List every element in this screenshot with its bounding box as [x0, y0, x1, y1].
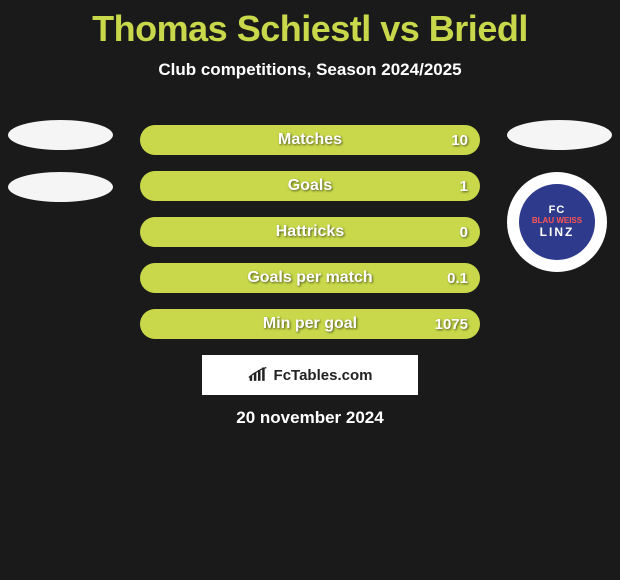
stat-value-right: 1075 — [435, 309, 468, 339]
stat-value-right: 0 — [460, 217, 468, 247]
stat-row: Min per goal1075 — [140, 309, 480, 339]
left-player-photo-placeholder — [8, 120, 113, 150]
stats-container: Matches10Goals1Hattricks0Goals per match… — [140, 125, 480, 355]
date-text: 20 november 2024 — [0, 408, 620, 428]
bar-chart-icon — [248, 367, 268, 383]
stat-label: Hattricks — [140, 217, 480, 247]
stat-row: Goals1 — [140, 171, 480, 201]
stat-value-right: 10 — [451, 125, 468, 155]
club-badge-linz: LINZ — [540, 226, 575, 239]
stat-label: Goals — [140, 171, 480, 201]
watermark: FcTables.com — [202, 355, 418, 395]
club-badge-blau-weiss-linz: FC BLAU WEISS LINZ — [519, 184, 595, 260]
club-badge-bw: BLAU WEISS — [532, 217, 582, 226]
right-player-photo-placeholder — [507, 120, 612, 150]
right-player-badges: FC BLAU WEISS LINZ — [507, 120, 612, 272]
left-player-badges — [8, 120, 113, 224]
stat-label: Matches — [140, 125, 480, 155]
stat-label: Goals per match — [140, 263, 480, 293]
stat-value-right: 1 — [460, 171, 468, 201]
page-title: Thomas Schiestl vs Briedl — [0, 0, 620, 50]
stat-row: Hattricks0 — [140, 217, 480, 247]
left-club-logo-placeholder — [8, 172, 113, 202]
stat-row: Goals per match0.1 — [140, 263, 480, 293]
stat-row: Matches10 — [140, 125, 480, 155]
club-badge-fc: FC — [549, 204, 566, 216]
stat-label: Min per goal — [140, 309, 480, 339]
subtitle: Club competitions, Season 2024/2025 — [0, 60, 620, 80]
right-club-logo: FC BLAU WEISS LINZ — [507, 172, 607, 272]
watermark-text: FcTables.com — [274, 367, 373, 384]
stat-value-right: 0.1 — [447, 263, 468, 293]
